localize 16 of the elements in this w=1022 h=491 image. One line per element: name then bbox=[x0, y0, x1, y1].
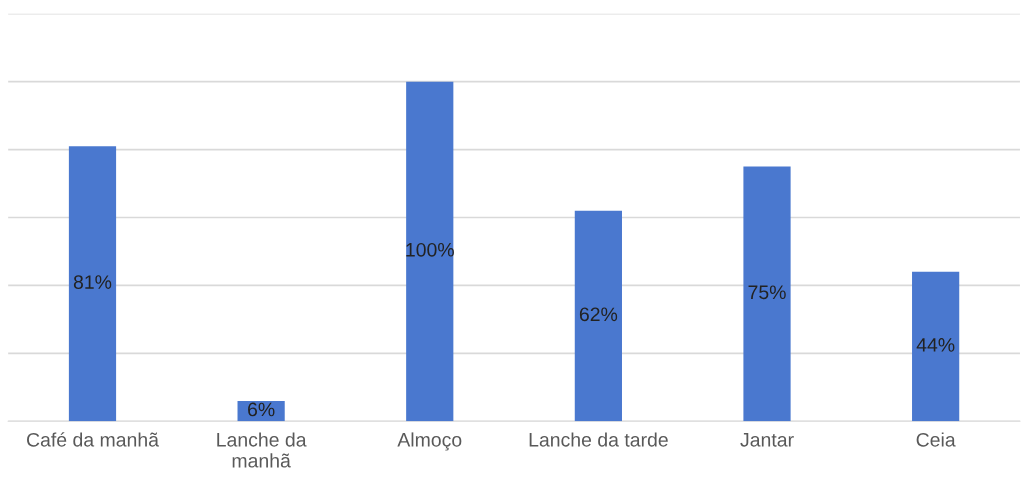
data-label: 44% bbox=[916, 338, 955, 352]
x-tick-label: Café da manhã bbox=[27, 432, 159, 447]
x-tick-label: Almoço bbox=[397, 432, 462, 451]
data-label: 81% bbox=[73, 275, 112, 289]
x-tick-label: Jantar bbox=[740, 433, 794, 447]
x-tick-label: Lanche da tarde bbox=[529, 432, 668, 447]
x-tick-label: Lanche da manhã bbox=[217, 432, 307, 468]
data-label: 75% bbox=[748, 285, 786, 300]
x-tick-label: Ceia bbox=[916, 432, 956, 447]
bar bbox=[743, 166, 791, 422]
data-label: 62% bbox=[579, 307, 618, 322]
bar bbox=[912, 271, 960, 422]
bar bbox=[574, 210, 622, 422]
bar bbox=[68, 146, 117, 422]
bar bbox=[406, 81, 454, 422]
data-label: 6% bbox=[248, 402, 275, 417]
